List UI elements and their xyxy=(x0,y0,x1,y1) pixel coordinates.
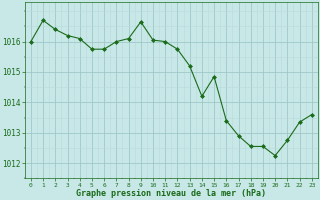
X-axis label: Graphe pression niveau de la mer (hPa): Graphe pression niveau de la mer (hPa) xyxy=(76,189,266,198)
